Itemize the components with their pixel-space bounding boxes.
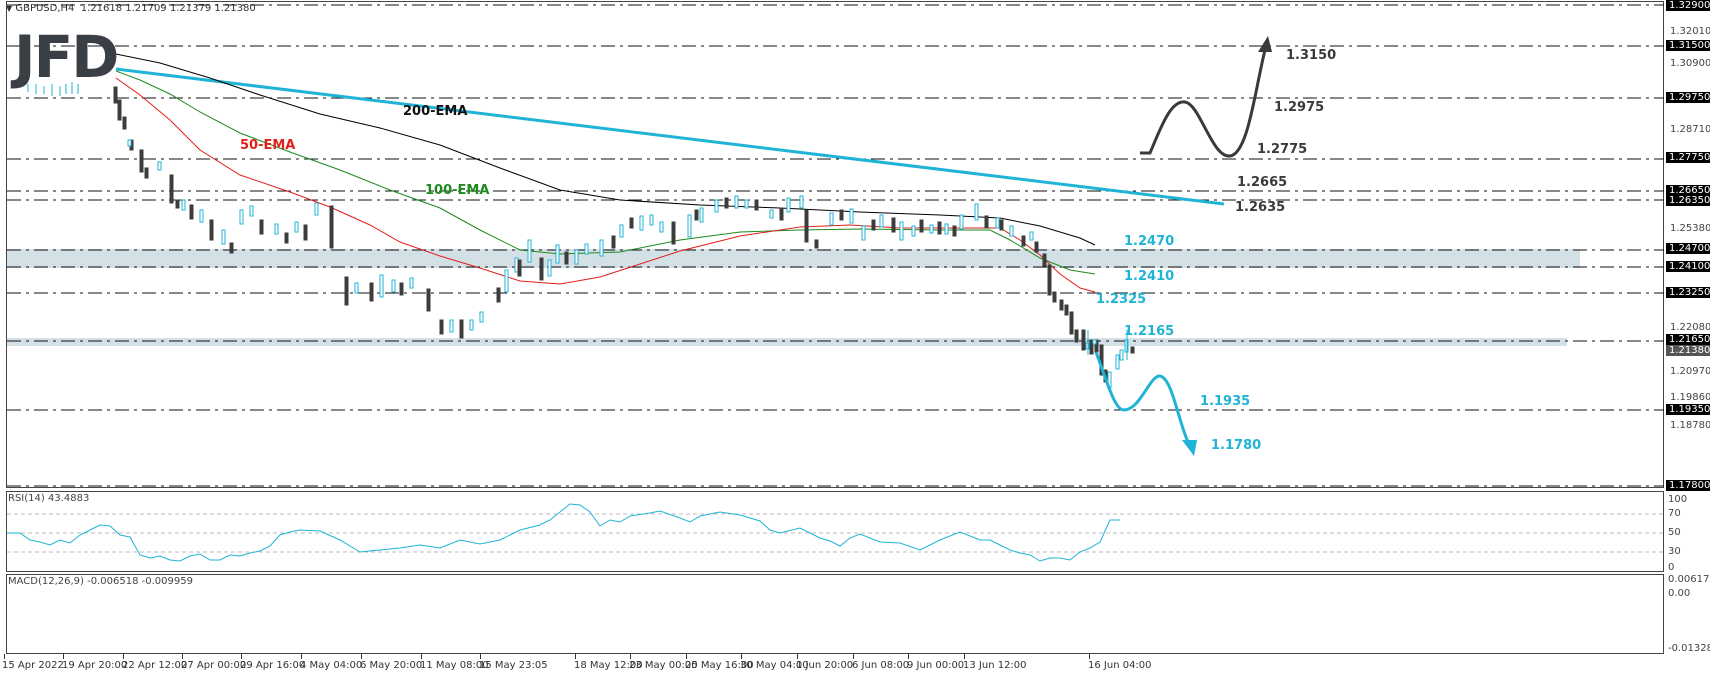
level-box: 1.17800: [1666, 480, 1710, 491]
level-label-12325: 1.2325: [1096, 292, 1147, 307]
price-tick: 1.22080: [1670, 322, 1710, 333]
ohlc-values: 1.21618 1.21709 1.21379 1.21380: [80, 3, 256, 14]
time-label: 9 Jun 00:00: [907, 660, 965, 671]
ema200-label: 200-EMA: [403, 104, 468, 119]
rsi-label: RSI(14) 43.4883: [8, 493, 90, 504]
downtrend-line[interactable]: [115, 67, 1225, 206]
jfd-logo: JFD: [14, 23, 119, 91]
level-box: 1.26650: [1666, 185, 1710, 196]
time-label: 1 Jun 20:00: [796, 660, 854, 671]
level-label-12665: 1.2665: [1237, 175, 1288, 190]
level-box: 1.32900: [1666, 0, 1710, 11]
time-label: 25 May 16:00: [685, 660, 754, 671]
price-tick: 1.30900: [1670, 58, 1710, 69]
symbol-label: GBPUSD,H4: [15, 3, 75, 14]
price-tick: 1.28710: [1670, 124, 1710, 135]
level-box: 1.24700: [1666, 243, 1710, 254]
level-box: 1.23250: [1666, 287, 1710, 298]
ema50-label: 50-EMA: [240, 138, 296, 153]
time-label: 30 May 04:00: [740, 660, 809, 671]
level-label-12410: 1.2410: [1124, 269, 1175, 284]
triangle-down-icon[interactable]: ▼: [6, 4, 13, 13]
macd-axis-max: 0.006171: [1668, 574, 1710, 585]
time-label: 6 Jun 08:00: [852, 660, 910, 671]
chart-header: ▼ GBPUSD,H4 1.21618 1.21709 1.21379 1.21…: [6, 3, 256, 14]
bullish-scenario-path: [1140, 36, 1272, 158]
time-label: 18 May 12:00: [574, 660, 643, 671]
time-label: 27 Apr 00:00: [181, 660, 247, 671]
level-label-12165: 1.2165: [1124, 324, 1175, 339]
sr-zones: [7, 249, 1580, 346]
price-tick: 1.19860: [1670, 392, 1710, 403]
macd-axis-zero: 0.00: [1668, 588, 1691, 599]
time-label: 22 Apr 12:00: [122, 660, 188, 671]
time-label: 4 May 04:00: [300, 660, 363, 671]
ema-100-line: [115, 70, 1096, 275]
rsi-axis-0: 0: [1668, 562, 1675, 573]
time-label: 23 May 00:00: [629, 660, 698, 671]
level-box: 1.29750: [1666, 92, 1710, 103]
level-label-11935: 1.1935: [1200, 394, 1251, 409]
level-box: 1.27750: [1666, 152, 1710, 163]
time-label: 19 Apr 20:00: [62, 660, 128, 671]
level-label-12975: 1.2975: [1274, 100, 1325, 115]
level-label-12635: 1.2635: [1235, 200, 1286, 215]
level-label-11780: 1.1780: [1211, 438, 1262, 453]
level-box: 1.24100: [1666, 261, 1710, 272]
time-label: 29 Apr 16:00: [240, 660, 306, 671]
panel-frames: [6, 1, 1664, 654]
level-box: 1.19350: [1666, 404, 1710, 415]
time-label: 13 Jun 12:00: [963, 660, 1027, 671]
time-label: 15 May 23:05: [479, 660, 548, 671]
price-tick: 1.32010: [1670, 26, 1710, 37]
time-label: 6 May 20:00: [360, 660, 423, 671]
rsi-panel: [7, 503, 1664, 562]
ema-200-line: [115, 53, 1096, 246]
level-label-12470: 1.2470: [1124, 234, 1175, 249]
macd-label: MACD(12,26,9) -0.006518 -0.009959: [8, 576, 193, 587]
rsi-axis-30: 30: [1668, 546, 1681, 557]
macd-axis-min: -0.013284: [1668, 643, 1710, 654]
time-label: 16 Jun 04:00: [1088, 660, 1152, 671]
level-label-13150: 1.3150: [1286, 48, 1337, 63]
price-tick: 1.18780: [1670, 420, 1710, 431]
level-box: 1.26350: [1666, 195, 1710, 206]
candles: [27, 82, 1135, 389]
level-box: 1.31500: [1666, 40, 1710, 51]
price-tick: 1.25380: [1670, 223, 1710, 234]
horizontal-levels: [7, 4, 1664, 487]
time-label: 15 Apr 2022: [2, 660, 64, 671]
bearish-scenario-path: [1094, 351, 1197, 456]
ema100-label: 100-EMA: [425, 183, 490, 198]
rsi-axis-70: 70: [1668, 508, 1681, 519]
current-price-box: 1.21380: [1666, 345, 1710, 356]
rsi-axis-100: 100: [1668, 494, 1688, 505]
time-label: 11 May 08:00: [420, 660, 489, 671]
price-tick: 1.20970: [1670, 366, 1710, 377]
rsi-axis-50: 50: [1668, 527, 1681, 538]
level-label-12775: 1.2775: [1257, 142, 1308, 157]
level-box: 1.21650: [1666, 334, 1710, 345]
